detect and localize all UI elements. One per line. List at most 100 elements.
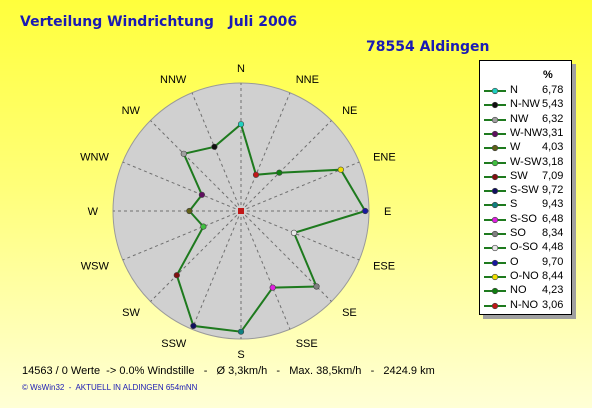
legend-value: 3,31 xyxy=(542,126,564,139)
legend-label: O-NO xyxy=(510,269,539,282)
point-s xyxy=(237,328,245,335)
point-w xyxy=(186,207,193,215)
legend-marker xyxy=(484,288,506,295)
legend-value: 6,48 xyxy=(542,212,564,225)
direction-label-w: W xyxy=(88,206,99,218)
legend-item: O-NO 8,44 xyxy=(480,270,571,285)
legend-marker xyxy=(484,202,506,209)
legend-item: S-SW 9,72 xyxy=(480,184,571,199)
legend-label: N-NO xyxy=(510,298,539,311)
point-ne xyxy=(276,169,283,176)
legend-value: 9,72 xyxy=(542,184,564,197)
legend-marker xyxy=(484,87,506,95)
center-marker xyxy=(238,208,244,214)
direction-labels: N NNE NE ENE E ESE SE SSE S SSW SW WSW W WNW NW NNW xyxy=(80,63,396,361)
legend-unit: % xyxy=(543,69,553,81)
legend-label: NW xyxy=(510,112,529,125)
chart-title: Verteilung Windrichtung Juli 2006 xyxy=(20,14,298,30)
legend-value: 7,09 xyxy=(542,169,564,182)
direction-label-sse: SSE xyxy=(296,338,318,350)
legend-item: O 9,70 xyxy=(480,256,571,271)
direction-label-s: S xyxy=(237,349,244,361)
legend-value: 8,44 xyxy=(542,269,564,282)
legend-label: O-SO xyxy=(510,241,539,254)
legend-label: W-SW xyxy=(510,155,542,168)
direction-label-nne: NNE xyxy=(296,74,319,86)
legend-item: SO 8,34 xyxy=(480,227,571,242)
legend-value: 5,43 xyxy=(542,98,564,111)
legend-item: S-SO 6,48 xyxy=(480,213,571,228)
legend-marker xyxy=(484,173,506,180)
legend-label: SW xyxy=(510,169,528,182)
legend-marker xyxy=(484,273,506,280)
legend-marker xyxy=(484,102,506,109)
direction-label-nnw: NNW xyxy=(160,74,187,86)
point-se xyxy=(313,283,320,290)
legend-value: 6,78 xyxy=(542,84,564,96)
legend-marker xyxy=(484,245,506,252)
direction-label-n: N xyxy=(237,63,245,75)
legend-item: W-NW 3,31 xyxy=(480,127,571,142)
series-points xyxy=(173,121,369,335)
legend-marker xyxy=(484,230,506,238)
direction-label-e: E xyxy=(384,206,391,218)
legend-marker xyxy=(484,145,506,152)
point-ese xyxy=(290,229,298,236)
direction-label-sw: SW xyxy=(122,307,140,319)
point-ene xyxy=(337,166,344,173)
legend-label: O xyxy=(510,255,519,268)
legend-value: 8,34 xyxy=(542,227,564,239)
direction-label-wnw: WNW xyxy=(80,151,109,163)
legend-label: S-SW xyxy=(510,184,539,197)
direction-label-se: SE xyxy=(342,307,357,319)
legend-value: 9,70 xyxy=(542,255,564,268)
location-label: 78554 Aldingen xyxy=(366,39,490,55)
direction-label-ne: NE xyxy=(342,105,357,117)
legend-value: 3,06 xyxy=(542,298,564,311)
legend-value: 4,23 xyxy=(542,284,564,297)
footer-credit: © WsWin32 - AKTUELL IN ALDINGEN 654mNN xyxy=(22,383,198,392)
legend-label: W-NW xyxy=(510,126,543,139)
point-nnw xyxy=(211,143,218,150)
point-e xyxy=(362,207,369,215)
point-sse xyxy=(269,284,276,291)
legend-marker xyxy=(484,130,506,137)
legend-item: NO 4,23 xyxy=(480,284,571,299)
legend-marker xyxy=(484,116,506,123)
legend-marker xyxy=(484,159,506,166)
legend-value: 9,43 xyxy=(542,198,564,211)
point-wsw xyxy=(200,223,207,230)
point-n xyxy=(237,121,245,128)
point-nne xyxy=(252,171,260,178)
legend-label: N-NW xyxy=(510,98,540,111)
direction-label-ene: ENE xyxy=(373,151,396,163)
legend-value: 4,03 xyxy=(542,141,564,154)
legend-marker xyxy=(484,216,506,223)
legend-item: N-NW 5,43 xyxy=(480,98,571,113)
direction-label-wsw: WSW xyxy=(81,261,110,273)
point-sw xyxy=(173,272,180,279)
legend-item: W 4,03 xyxy=(480,141,571,156)
legend-item: SW 7,09 xyxy=(480,170,571,185)
point-ssw xyxy=(190,322,197,330)
legend-value: 4,48 xyxy=(542,241,564,254)
legend-label: S xyxy=(510,198,518,211)
legend-item: S 9,43 xyxy=(480,198,571,213)
statistics-line: 14563 / 0 Werte -> 0.0% Windstille - Ø 3… xyxy=(22,365,435,377)
legend-item: N-NO 3,06 xyxy=(480,299,571,314)
point-wnw xyxy=(198,191,205,198)
legend-label: NO xyxy=(510,284,527,297)
legend-label: N xyxy=(510,84,518,96)
legend-item: W-SW 3,18 xyxy=(480,156,571,171)
legend-item: NW 6,32 xyxy=(480,113,571,128)
legend-marker xyxy=(484,187,506,195)
legend-item: O-SO 4,48 xyxy=(480,241,571,256)
direction-label-nw: NW xyxy=(122,105,141,117)
direction-label-ssw: SSW xyxy=(161,338,187,350)
legend-value: 3,18 xyxy=(542,155,564,168)
legend-label: S-SO xyxy=(510,212,537,225)
legend-label: SO xyxy=(510,227,526,239)
legend-value: 6,32 xyxy=(542,112,564,125)
legend-marker xyxy=(484,302,506,309)
